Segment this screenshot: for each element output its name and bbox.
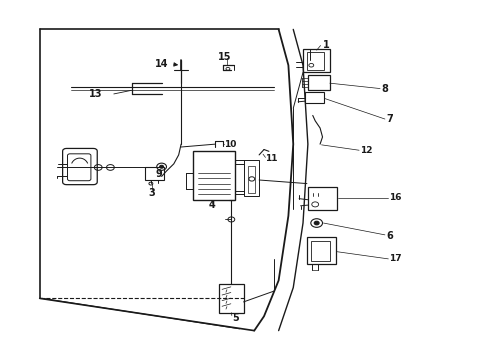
Circle shape [314, 221, 319, 225]
Text: 5: 5 [232, 313, 239, 323]
Bar [219, 284, 243, 313]
Text: 17: 17 [388, 255, 401, 264]
FancyBboxPatch shape [62, 148, 97, 185]
Bar [247, 166, 255, 193]
Text: 6: 6 [385, 231, 392, 240]
Bar [307, 75, 329, 90]
Circle shape [159, 165, 163, 168]
Text: 10: 10 [224, 140, 236, 149]
Text: 9: 9 [156, 168, 162, 179]
Text: 7: 7 [385, 114, 392, 124]
Text: 4: 4 [208, 200, 215, 210]
Text: 12: 12 [359, 146, 372, 155]
Text: 11: 11 [265, 154, 277, 163]
Bar [310, 240, 330, 261]
Text: 15: 15 [218, 52, 231, 62]
Bar [306, 237, 335, 264]
Bar [244, 160, 259, 196]
Text: 14: 14 [155, 59, 168, 69]
Text: 3: 3 [148, 188, 155, 198]
Bar [307, 187, 336, 211]
Text: 1: 1 [322, 40, 328, 50]
FancyBboxPatch shape [67, 154, 91, 181]
Bar [305, 92, 324, 103]
Text: 8: 8 [380, 84, 387, 94]
Bar [306, 52, 324, 69]
Bar [303, 49, 329, 72]
Text: 13: 13 [89, 89, 102, 99]
Text: 16: 16 [388, 193, 401, 202]
Bar [193, 151, 234, 200]
Bar [144, 167, 163, 180]
